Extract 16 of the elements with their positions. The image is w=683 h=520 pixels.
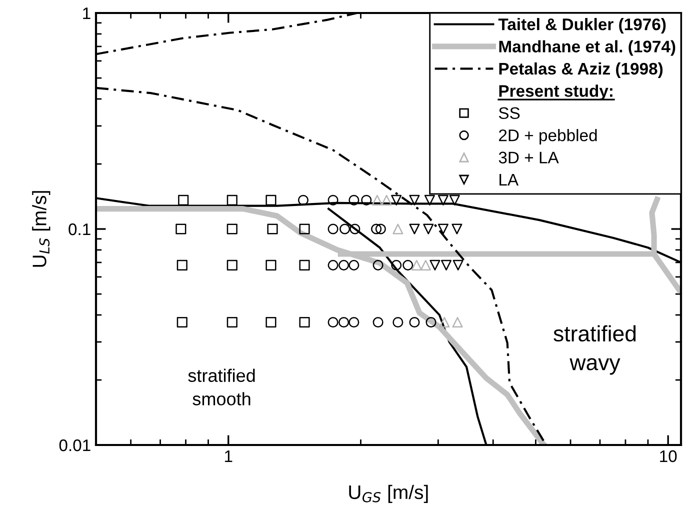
annotation: stratified wavy	[554, 325, 636, 375]
legend-label: 3D + LA	[498, 152, 559, 164]
legend-label: Mandhane et al. (1974)	[499, 40, 676, 56]
legend-label: 2D + pebbled	[499, 129, 597, 145]
x-axis-title: U$_{GS}$ [m/s]	[349, 484, 428, 503]
legend-label: SS	[498, 107, 520, 120]
y-tick-label: 0.01	[59, 439, 90, 452]
x-tick-label: 10	[660, 450, 677, 462]
legend-label: LA	[500, 174, 519, 186]
annotation: stratified smooth	[188, 368, 255, 406]
y-axis-title: U$_{LS}$ [m/s]	[32, 191, 50, 267]
legend-label: Taitel & Dukler (1976)	[498, 18, 666, 34]
legend-title: Present study:	[499, 84, 612, 100]
y-tick-label: 0.1	[68, 223, 90, 236]
y-tick-label: 1	[83, 8, 90, 20]
legend-label: Petalas & Aziz (1998)	[499, 62, 663, 78]
